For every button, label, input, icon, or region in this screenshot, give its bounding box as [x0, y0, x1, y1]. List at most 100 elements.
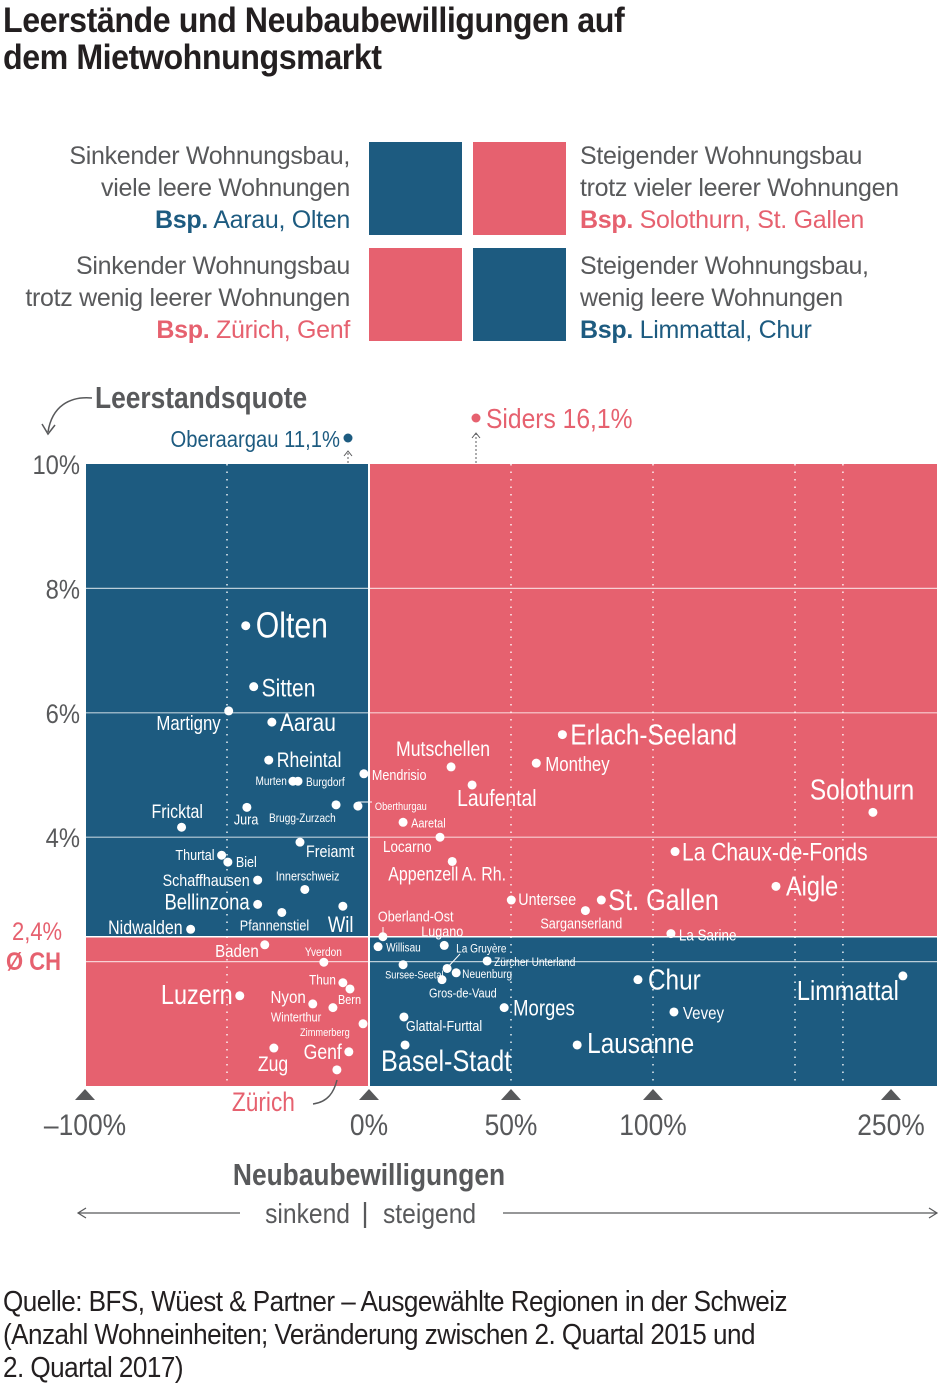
title-line: dem Mietwohnungsmarkt [3, 38, 382, 77]
data-point-label: Aaretal [411, 815, 446, 830]
average-value-label: 2,4% [12, 918, 62, 946]
data-point [300, 884, 310, 894]
legend-example: Bsp. Limmattal, Chur [580, 314, 869, 346]
legend-example: Bsp. Solothurn, St. Gallen [580, 204, 899, 236]
data-point-group: Lausanne [572, 1027, 694, 1059]
data-point-group: Fricktal [152, 801, 203, 832]
source-line: (Anzahl Wohneinheiten; Veränderung zwisc… [3, 1319, 755, 1351]
data-point [353, 801, 363, 811]
legend-text-top-right: Steigender Wohnungsbau trotz vieler leer… [580, 140, 899, 236]
data-point-group: Aigle [771, 872, 838, 902]
outlier-label-siders: Siders 16,1% [486, 403, 632, 435]
data-point-label: Nidwalden [108, 917, 182, 939]
source-note: Quelle: BFS, Wüest & Partner – Ausgewähl… [3, 1286, 788, 1385]
data-point-group: Mendrisio [359, 766, 427, 783]
data-point-label: Bellinzona [164, 891, 250, 915]
data-point [177, 822, 187, 832]
legend-text-bottom-right: Steigender Wohnungsbau, wenig leere Wohn… [580, 250, 869, 346]
data-point [224, 706, 234, 716]
data-point [467, 780, 477, 790]
data-point [186, 924, 196, 934]
data-point-group: Chur [633, 964, 701, 996]
data-point-label: Brugg-Zurzach [269, 812, 336, 825]
data-point-label: Appenzell A. Rh. [388, 863, 506, 885]
x-axis-label: Neubaubewilligungen [233, 1158, 505, 1192]
la-gruyere-leader [446, 953, 461, 969]
data-point [253, 875, 263, 885]
data-point-group: Burgdorf [293, 776, 345, 789]
data-point-group: Yverdon [305, 946, 342, 967]
data-point-label: Biel [236, 853, 257, 870]
data-point [499, 1003, 509, 1013]
data-point-group: Erlach-Seeland [557, 719, 737, 751]
data-point-group: Neuenburg [451, 968, 512, 981]
data-point-label: Zimmerberg [300, 1027, 350, 1039]
example-text: Zürich, Genf [216, 316, 350, 344]
annotations: Leerstandsquote Neubaubewilligungen sink… [6, 381, 939, 1229]
data-point [451, 968, 461, 978]
data-point [328, 1003, 338, 1013]
page-title: Leerstände und Neubaubewilligungen auf d… [3, 2, 625, 77]
data-point [331, 800, 341, 810]
data-point [596, 895, 606, 905]
data-point-group: Martigny [156, 706, 234, 734]
data-point-label: Mutschellen [396, 738, 490, 762]
y-axis-label: Leerstandsquote [95, 381, 307, 415]
data-point-group: Zürcher Unterland [482, 956, 575, 969]
data-point-label: Innerschweiz [276, 869, 340, 884]
data-point-group: Locarno [383, 832, 445, 857]
axis-ticks: 10% 8% 6% 4% –100% 0% 50% 100% 250% [32, 451, 924, 1142]
data-point-group: Willisau [373, 942, 421, 955]
data-point-label: Zürcher Unterland [494, 956, 575, 969]
data-point-group: Rheintal [264, 749, 341, 772]
data-point-label: Baden [215, 941, 259, 962]
data-point [269, 1043, 279, 1053]
data-point-group: Monthey [531, 753, 610, 776]
data-point-label: Genf [304, 1040, 343, 1064]
bsp-label: Bsp. [580, 206, 633, 234]
data-point-group: La Sarine [666, 928, 736, 945]
legend-example: Bsp. Zürich, Genf [25, 314, 350, 346]
data-point-label: Aarau [280, 708, 336, 736]
x-tick-marker [501, 1089, 521, 1100]
data-point-label: Morges [513, 997, 575, 1021]
data-point-group: Thun [309, 972, 348, 988]
data-point-group: Innerschweiz [276, 869, 340, 894]
x-tick-label: 50% [485, 1107, 538, 1141]
data-point [217, 850, 227, 860]
data-point-group: Vevey [669, 1003, 725, 1023]
data-point-label: Laufental [457, 786, 536, 811]
data-point-label: Limmattal [797, 976, 899, 1006]
data-point-label: Oberland-Ost [378, 908, 454, 925]
data-point [898, 971, 908, 981]
data-point-label: Basel-Stadt [381, 1044, 511, 1078]
data-point [241, 621, 251, 631]
arrow-head-icon [41, 423, 56, 436]
data-point [447, 856, 457, 866]
data-point-group: Nyon [270, 987, 318, 1009]
data-point-group: Brugg-Zurzach [269, 800, 341, 825]
data-point-group: Schaffhausen [163, 872, 263, 890]
data-point [338, 978, 348, 988]
data-point [439, 940, 449, 950]
data-point-group: Bern [338, 984, 361, 1007]
data-point-label: Burgdorf [306, 776, 345, 789]
data-point [398, 817, 408, 827]
data-point-label: Fricktal [152, 801, 203, 823]
data-point [398, 960, 408, 970]
data-point [344, 1047, 354, 1057]
data-point-label: Nyon [270, 987, 305, 1008]
data-point-label: Olten [256, 606, 328, 646]
data-point-group: Jura [234, 802, 259, 828]
data-point-label: Erlach-Seeland [570, 719, 736, 751]
data-point-group: Zürich [232, 1065, 342, 1117]
data-point-group: Winterthur [271, 1003, 338, 1025]
data-point [666, 929, 676, 939]
x-tick-marker [881, 1089, 901, 1100]
data-point-group: Pfannenstiel [240, 907, 309, 934]
data-point-group: Mutschellen [396, 738, 490, 772]
data-point [435, 832, 445, 842]
data-point-label: Bern [338, 992, 361, 1007]
example-text: Limmattal, Chur [639, 316, 812, 344]
legend-line: trotz wenig leerer Wohnungen [25, 284, 350, 312]
